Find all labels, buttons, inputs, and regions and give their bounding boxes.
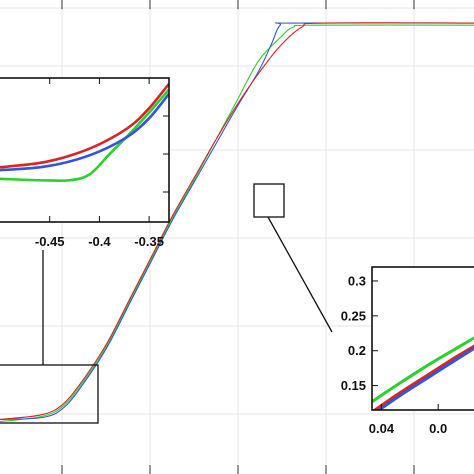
main-series-line-1 xyxy=(0,24,474,423)
inset-right-frame xyxy=(371,266,474,411)
inset-left: -0.45 -0.4 -0.35 xyxy=(0,77,170,249)
inset-right: 0.3 0.25 0.2 0.15 0.04 0.0 xyxy=(341,266,474,436)
inset-right-y-tick-label: 0.3 xyxy=(348,273,366,288)
inset-right-y-tick-label: 0.2 xyxy=(348,343,366,358)
inset-left-x-tick-label: -0.35 xyxy=(134,234,164,249)
inset-right-y-tick-label: 0.15 xyxy=(341,378,366,393)
main-series-line-2 xyxy=(0,22,474,421)
inset-right-y-tick-label: 0.25 xyxy=(341,308,366,323)
inset-left-series-3 xyxy=(0,82,169,169)
inset-right-series-1 xyxy=(372,336,474,403)
zoom-markers xyxy=(0,183,333,424)
zoom-connector-right xyxy=(267,216,333,333)
inset-right-lines xyxy=(372,336,474,410)
inset-right-x-tick-label: 0.04 xyxy=(369,421,395,436)
inset-left-x-tick-label: -0.4 xyxy=(88,234,111,249)
inset-left-series-2 xyxy=(0,93,169,172)
inset-right-background xyxy=(372,267,474,410)
zoom-box-lower-left xyxy=(0,364,99,424)
inset-left-frame xyxy=(0,77,170,223)
inset-left-x-tick-label: -0.45 xyxy=(35,234,65,249)
inset-left-series-1 xyxy=(0,88,169,183)
inset-right-x-tick-label: 0.0 xyxy=(429,421,447,436)
inset-left-lines xyxy=(0,82,169,183)
zoom-box-center xyxy=(253,183,285,218)
main-series-line-3 xyxy=(0,22,474,421)
inset-right-series-3 xyxy=(376,346,474,410)
inset-right-series-2 xyxy=(372,344,474,410)
